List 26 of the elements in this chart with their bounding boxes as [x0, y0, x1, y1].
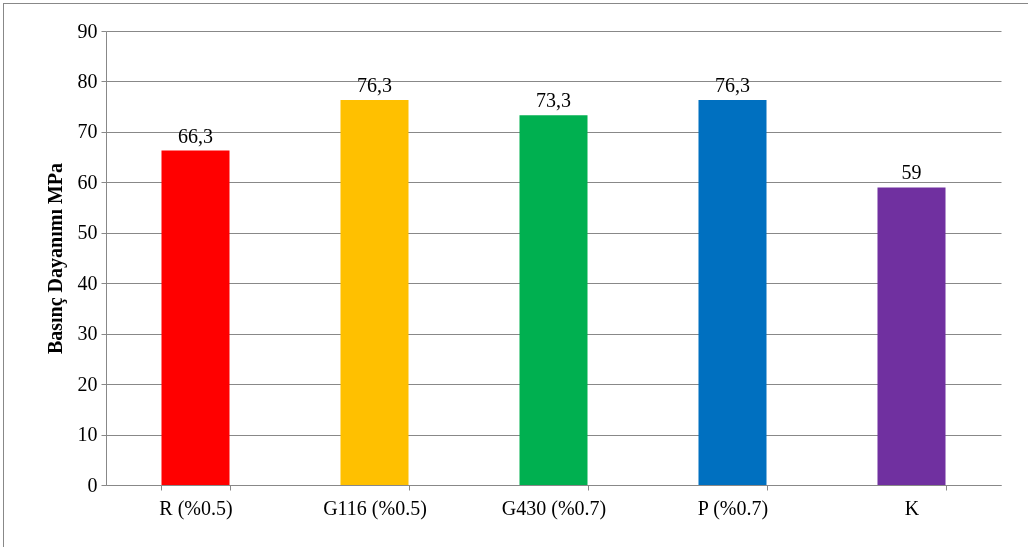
data-label: 59 — [901, 161, 922, 184]
y-tick-label: 40 — [77, 271, 98, 294]
x-tick-label: P (%0.7) — [697, 496, 769, 520]
y-tick-label: 30 — [77, 322, 98, 345]
y-tick-label: 50 — [77, 221, 98, 244]
y-tick-label: 10 — [77, 423, 98, 446]
x-tick-label: K — [904, 496, 920, 519]
x-tick-label: G116 (%0.5) — [323, 496, 427, 520]
y-tick-label: 20 — [77, 372, 98, 395]
y-tick-label: 70 — [77, 120, 98, 143]
data-label: 76,3 — [357, 74, 392, 97]
data-label: 73,3 — [536, 89, 571, 112]
data-label: 66,3 — [178, 124, 213, 147]
bar — [161, 150, 230, 485]
bar — [877, 187, 946, 485]
bar — [519, 115, 588, 485]
y-tick-label: 60 — [77, 170, 98, 193]
bar — [340, 100, 409, 485]
x-tick-label: G430 (%0.7) — [501, 496, 607, 520]
y-axis-title: Basınç Dayanımı MPa — [43, 162, 67, 355]
y-tick-label: 90 — [77, 19, 98, 42]
data-label: 76,3 — [715, 74, 750, 97]
bar — [698, 100, 767, 485]
y-tick-label: 80 — [77, 69, 98, 92]
y-tick-label: 0 — [87, 473, 98, 496]
x-tick-label: R (%0.5) — [159, 496, 233, 520]
